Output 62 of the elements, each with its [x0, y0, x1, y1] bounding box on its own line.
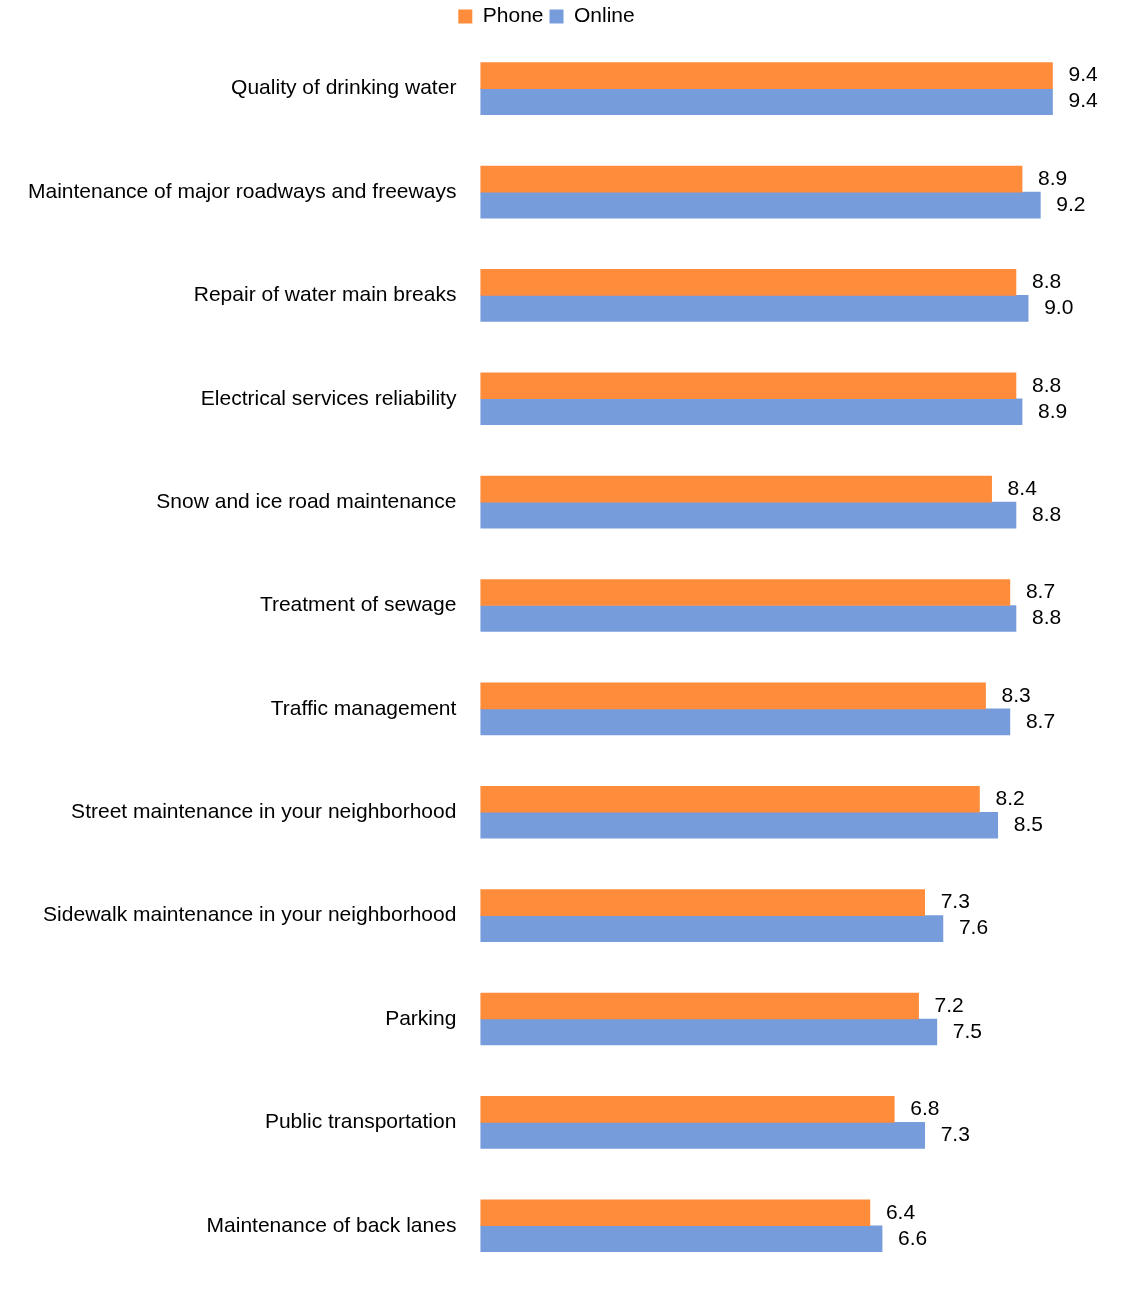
data-label: 8.9 [1038, 165, 1068, 189]
bar [480, 1018, 938, 1046]
y-tick-label: Quality of drinking water [231, 75, 457, 99]
bar [480, 88, 1053, 116]
y-tick-label: Maintenance of back lanes [206, 1212, 457, 1236]
bar [480, 992, 919, 1020]
y-tick-label: Public transportation [264, 1109, 457, 1133]
data-label: 8.5 [1013, 812, 1043, 836]
data-label: 9.4 [1068, 62, 1098, 86]
bar [480, 785, 980, 813]
bar [480, 269, 1017, 296]
data-label: 8.4 [1007, 475, 1038, 499]
bar [480, 811, 999, 839]
y-tick-label: Treatment of sewage [259, 592, 457, 616]
y-tick-label: Street maintenance in your neighborhood [71, 799, 457, 823]
legend-label: Online [574, 3, 635, 27]
data-label: 8.7 [1025, 708, 1056, 732]
legend-label: Phone [482, 3, 544, 27]
data-label: 8.9 [1038, 398, 1068, 422]
data-label: 6.4 [885, 1199, 916, 1223]
data-label: 9.2 [1056, 191, 1086, 215]
data-label: 8.8 [1031, 501, 1062, 525]
bar [480, 475, 992, 503]
bar [480, 501, 1017, 529]
data-label: 8.3 [1001, 682, 1031, 706]
data-label: 7.3 [940, 889, 970, 913]
data-label: 7.3 [940, 1122, 970, 1146]
data-label: 6.8 [910, 1096, 940, 1120]
bar [480, 889, 926, 916]
bar [480, 191, 1041, 219]
data-label: 8.2 [995, 786, 1025, 810]
bar [480, 708, 1011, 736]
bar [480, 165, 1023, 193]
data-label: 8.8 [1031, 269, 1062, 293]
data-label: 9.0 [1044, 295, 1074, 319]
data-label: 7.2 [934, 992, 964, 1016]
bar [480, 398, 1023, 426]
bar [480, 62, 1053, 90]
data-label: 9.4 [1068, 88, 1098, 112]
y-tick-label: Sidewalk maintenance in your neighborhood [43, 902, 457, 926]
y-tick-label: Electrical services reliability [200, 385, 457, 409]
data-label: 7.5 [952, 1018, 983, 1042]
bar [480, 1096, 895, 1123]
data-label: 8.8 [1031, 372, 1062, 396]
bar [480, 605, 1017, 632]
data-label: 6.6 [898, 1225, 928, 1249]
bar [480, 1199, 871, 1227]
y-tick-label: Traffic management [270, 695, 457, 719]
y-tick-label: Parking [385, 1005, 457, 1029]
bar [480, 1225, 883, 1253]
y-tick-label: Snow and ice road maintenance [156, 488, 457, 512]
y-tick-label: Repair of water main breaks [193, 282, 457, 306]
bar [480, 579, 1011, 606]
data-label: 8.7 [1025, 579, 1056, 603]
bar [480, 372, 1017, 400]
data-label: 7.6 [958, 915, 989, 939]
data-label: 8.8 [1031, 605, 1062, 629]
bar [480, 915, 944, 942]
bar [480, 1122, 926, 1149]
bar [480, 682, 986, 710]
bar [480, 295, 1029, 322]
y-tick-label: Maintenance of major roadways and freeways [28, 178, 457, 202]
